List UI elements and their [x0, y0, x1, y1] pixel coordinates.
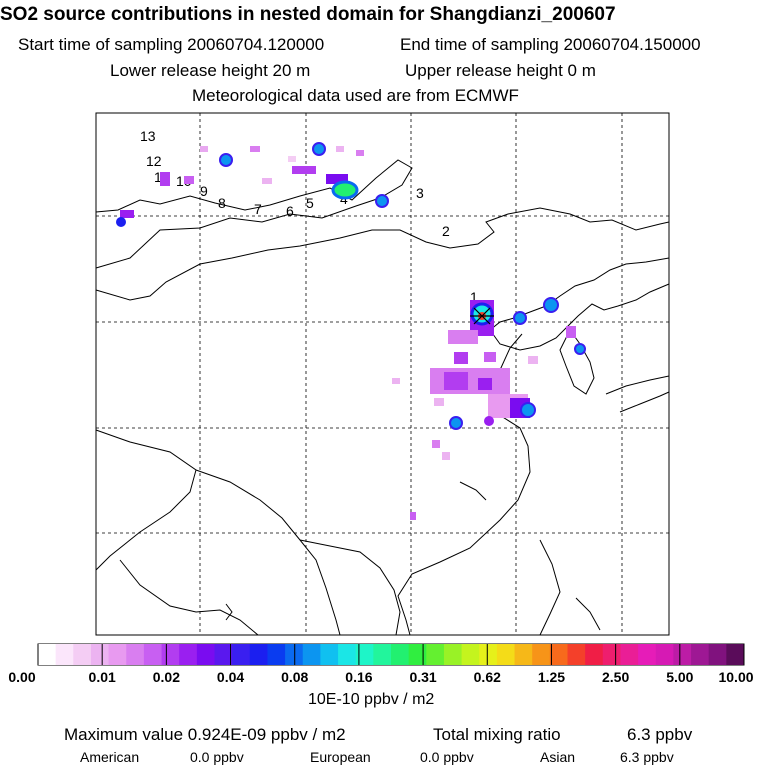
colorbar-tick-label: 0.16	[345, 669, 373, 685]
trajectory-label-7: 7	[254, 201, 262, 217]
colorbar-cell	[38, 644, 57, 665]
colorbar-cell	[638, 644, 657, 665]
colorbar-cell	[302, 644, 321, 665]
max-value: Maximum value 0.924E-09 ppbv / m2	[64, 725, 346, 744]
colorbar-tick-label: 0.02	[152, 669, 180, 685]
trajectory-label-9: 9	[200, 183, 208, 199]
american-label: American	[80, 749, 140, 765]
colorbar-tick-label: 0.01	[88, 669, 116, 685]
colorbar-cell	[708, 644, 727, 665]
lower-release-height: Lower release height 20 m	[110, 61, 311, 80]
colorbar-cell	[426, 644, 445, 665]
colorbar-cell	[338, 644, 357, 665]
start-time: Start time of sampling 20060704.120000	[18, 35, 325, 54]
asian-value: 6.3 ppbv	[620, 749, 674, 765]
colorbar-cell	[108, 644, 127, 665]
colorbar-cell	[567, 644, 586, 665]
colorbar-tick-label: 0.04	[216, 669, 245, 685]
colorbar-tick-label: 10.00	[718, 669, 754, 685]
trajectory-label-12: 12	[146, 153, 162, 169]
trajectory-label-13: 13	[140, 128, 156, 144]
colorbar-cell	[443, 644, 463, 665]
colorbar-cell	[90, 644, 110, 665]
colorbar-cell	[355, 644, 374, 665]
colorbar-cell	[620, 644, 639, 665]
end-time: End time of sampling 20060704.150000	[400, 35, 701, 54]
met-data-source: Meteorological data used are from ECMWF	[192, 86, 519, 105]
colorbar-unit: 10E-10 ppbv / m2	[308, 691, 435, 708]
colorbar-cell	[179, 644, 198, 665]
colorbar-cell	[373, 644, 392, 665]
colorbar-cell	[726, 644, 745, 665]
colorbar-tick-label: 0.00	[8, 669, 36, 685]
colorbar-cell	[691, 644, 710, 665]
colorbar-tick-label: 0.31	[409, 669, 437, 685]
colorbar-cell	[249, 644, 268, 665]
trajectory-label-8: 8	[218, 195, 226, 211]
colorbar-cell	[267, 644, 286, 665]
trajectory-label-3: 3	[416, 185, 424, 201]
colorbar-cell	[496, 644, 516, 665]
colorbar-cell	[126, 644, 145, 665]
colorbar-cell	[73, 644, 92, 665]
concentration-plumes	[116, 142, 586, 520]
total-mixing-ratio-label: Total mixing ratio	[433, 725, 561, 744]
trajectory-label-1: 1	[470, 289, 478, 305]
colorbar-tick-label: 0.08	[281, 669, 309, 685]
colorbar-tick-label: 5.00	[666, 669, 694, 685]
station-marker-shangdianzi	[470, 307, 494, 325]
plot-title: SO2 source contributions in nested domai…	[0, 4, 616, 25]
colorbar-cell	[285, 644, 304, 665]
colorbar-cell	[391, 644, 410, 665]
colorbar-tick-label: 0.62	[473, 669, 501, 685]
colorbar-cell	[232, 644, 251, 665]
colorbar-cell	[161, 644, 180, 665]
colorbar-cell	[549, 644, 568, 665]
trajectory-label-5: 5	[306, 195, 314, 211]
colorbar-tick-label: 2.50	[602, 669, 630, 685]
colorbar-cell	[602, 644, 621, 665]
colorbar-cell	[461, 644, 480, 665]
total-mixing-ratio-value: 6.3 ppbv	[627, 725, 693, 744]
colorbar-cell	[143, 644, 163, 665]
colorbar-cell	[55, 644, 74, 665]
colorbar-cell	[196, 644, 215, 665]
european-label: European	[310, 749, 371, 765]
upper-release-height: Upper release height 0 m	[405, 61, 596, 80]
asian-label: Asian	[540, 749, 576, 765]
colorbar-cell	[408, 644, 427, 665]
colorbar-cell	[655, 644, 674, 665]
colorbar-tick-label: 1.25	[537, 669, 566, 685]
american-value: 0.0 ppbv	[190, 749, 244, 765]
colorbar-cell	[479, 644, 498, 665]
colorbar-cell	[532, 644, 551, 665]
map-frame	[95, 112, 670, 636]
colorbar-cell	[214, 644, 233, 665]
colorbar-cell	[673, 644, 692, 665]
colorbar-cell	[585, 644, 604, 665]
colorbar-cell	[320, 644, 339, 665]
european-value: 0.0 ppbv	[420, 749, 474, 765]
trajectory-label-2: 2	[442, 223, 450, 239]
colorbar-cell	[514, 644, 533, 665]
trajectory-label-6: 6	[286, 203, 294, 219]
